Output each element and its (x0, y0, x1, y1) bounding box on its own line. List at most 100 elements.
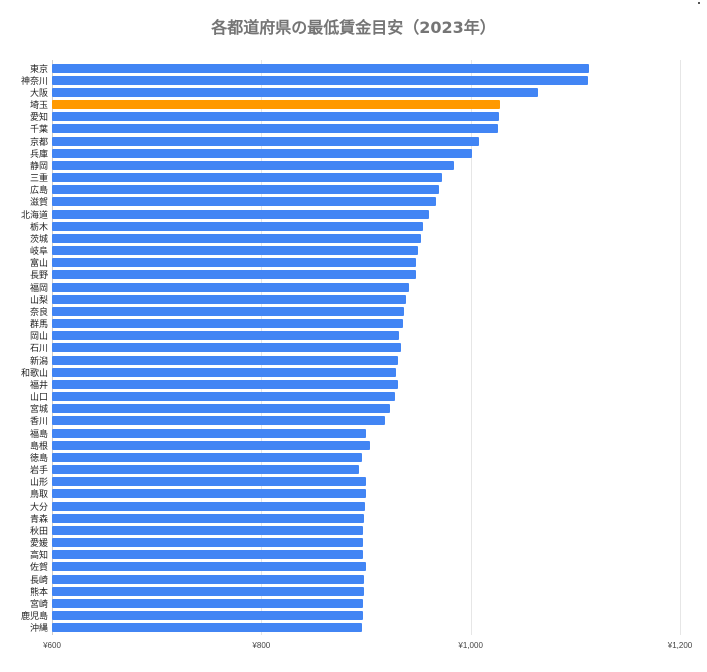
bar[interactable] (52, 465, 359, 475)
bar-row: 青森 (0, 512, 364, 525)
bar[interactable] (52, 112, 499, 122)
category-label: 沖縄 (29, 624, 48, 635)
bar[interactable] (52, 416, 385, 426)
bar-row: 山口 (0, 391, 396, 404)
chart-title: 各都道府県の最低賃金目安（2023年） (211, 18, 496, 37)
category-label: 栃木 (29, 222, 48, 233)
bar[interactable] (52, 75, 588, 85)
category-label: 佐賀 (29, 563, 48, 574)
bar[interactable] (52, 306, 404, 316)
bar[interactable] (52, 477, 366, 487)
bar[interactable] (52, 562, 366, 572)
bar-row: 熊本 (0, 585, 364, 598)
bar[interactable] (52, 331, 400, 341)
category-label: 東京 (29, 64, 48, 75)
bar-row: 山梨 (0, 293, 406, 306)
bar-row: 島根 (0, 439, 371, 452)
category-label: 福島 (29, 429, 48, 440)
bar[interactable] (52, 270, 417, 280)
category-label: 新潟 (29, 356, 48, 367)
bar-row: 福島 (0, 427, 366, 440)
bar[interactable] (52, 282, 409, 292)
bar[interactable] (52, 367, 397, 377)
category-label: 山形 (29, 478, 48, 489)
bar[interactable] (52, 611, 363, 621)
bar[interactable] (52, 197, 437, 207)
bar[interactable] (52, 392, 396, 402)
bar[interactable] (52, 623, 362, 633)
category-label: 鹿児島 (20, 612, 48, 623)
bar[interactable] (52, 574, 364, 584)
bar[interactable] (52, 343, 401, 353)
bar[interactable] (52, 525, 363, 535)
bar[interactable] (52, 598, 363, 608)
bar-row: 新潟 (0, 354, 399, 367)
bar[interactable] (52, 63, 589, 73)
category-label: 広島 (29, 186, 48, 197)
category-label: 熊本 (29, 587, 48, 598)
bar[interactable] (52, 428, 366, 438)
category-label: 山梨 (29, 295, 48, 306)
x-tick-label: ¥600 (43, 641, 61, 650)
category-label: 埼玉 (29, 101, 48, 111)
x-tick-label: ¥1,000 (458, 641, 483, 650)
category-label: 滋賀 (29, 198, 48, 209)
category-label: 神奈川 (20, 76, 48, 87)
category-label: 高知 (29, 551, 48, 562)
bar[interactable] (52, 173, 443, 183)
bar[interactable] (52, 513, 364, 523)
bar[interactable] (52, 440, 371, 450)
gridline (680, 60, 681, 635)
bar-row: 千葉 (0, 123, 498, 135)
bar-row: 秋田 (0, 524, 363, 537)
bar[interactable] (52, 148, 472, 158)
bar[interactable] (52, 501, 365, 511)
bar[interactable] (52, 538, 363, 548)
bar[interactable] (52, 489, 366, 499)
bar-row: 香川 (0, 415, 385, 427)
bar[interactable] (52, 550, 363, 560)
bar[interactable] (52, 294, 406, 304)
bar[interactable] (52, 87, 538, 97)
bar[interactable] (52, 355, 399, 365)
bar[interactable] (52, 319, 403, 329)
bar[interactable] (52, 586, 364, 596)
bar-row: 滋賀 (0, 196, 437, 209)
category-label: 大阪 (29, 88, 48, 99)
category-label: 富山 (29, 259, 48, 270)
bar-row: 高知 (0, 549, 363, 561)
bar-row: 岐阜 (0, 245, 419, 257)
category-label: 奈良 (29, 307, 48, 318)
bar[interactable] (52, 209, 429, 219)
bar-row: 宮崎 (0, 597, 363, 610)
bar[interactable] (52, 221, 423, 231)
bar-row: 岡山 (0, 330, 400, 342)
bar[interactable] (52, 160, 454, 170)
bar[interactable] (52, 136, 480, 146)
bar-row: 佐賀 (0, 561, 366, 573)
bar[interactable] (52, 185, 440, 195)
bar[interactable] (52, 100, 500, 109)
bar[interactable] (52, 258, 417, 268)
bar[interactable] (52, 246, 419, 256)
bar-row: 三重 (0, 172, 443, 184)
bar[interactable] (52, 233, 422, 243)
bar-row: 栃木 (0, 220, 423, 233)
bar[interactable] (52, 124, 498, 134)
bar-row: 群馬 (0, 318, 403, 330)
category-label: 徳島 (29, 453, 48, 464)
category-label: 愛知 (29, 113, 48, 124)
bar-row: 奈良 (0, 305, 404, 318)
bar[interactable] (52, 452, 362, 462)
category-label: 香川 (29, 417, 48, 428)
bar[interactable] (52, 404, 391, 414)
bar-row: 鳥取 (0, 488, 366, 500)
category-label: 石川 (29, 344, 48, 355)
bar-row: 石川 (0, 342, 401, 354)
bar[interactable] (52, 379, 399, 389)
bar-row: 愛媛 (0, 537, 363, 549)
category-label: 山口 (29, 393, 48, 404)
category-label: 長崎 (29, 575, 48, 586)
bar-row: 岩手 (0, 464, 359, 476)
gridline (470, 60, 472, 635)
